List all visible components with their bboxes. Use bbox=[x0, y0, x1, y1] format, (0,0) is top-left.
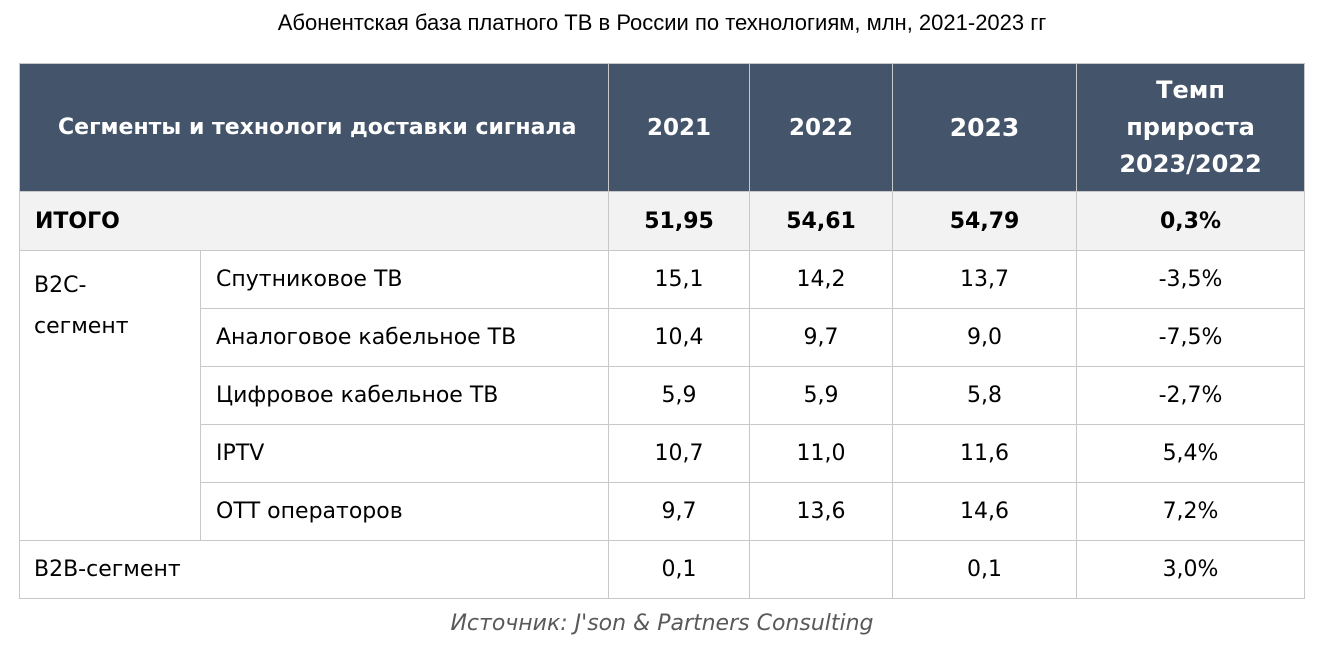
table-row: ОТТ операторов 9,7 13,6 14,6 7,2% bbox=[20, 482, 1306, 541]
b2c-group-line2: сегмент bbox=[34, 314, 129, 339]
total-2021: 51,95 bbox=[608, 191, 751, 251]
value-2023: 11,6 bbox=[892, 424, 1078, 483]
value-2022: 14,2 bbox=[749, 250, 894, 309]
growth-value: -7,5% bbox=[1076, 308, 1306, 367]
value-2021: 10,7 bbox=[608, 424, 751, 483]
header-growth-line3: 2023/2022 bbox=[1119, 150, 1262, 178]
b2b-label: B2B-сегмент bbox=[18, 540, 610, 599]
table-row: B2C- сегмент Спутниковое ТВ 15,1 14,2 13… bbox=[19, 250, 1306, 541]
tech-label: ОТТ операторов bbox=[199, 482, 610, 541]
total-growth: 0,3% bbox=[1076, 191, 1306, 251]
header-segment: Сегменты и технологи доставки сигнала bbox=[18, 63, 610, 192]
value-2021: 15,1 bbox=[608, 250, 751, 309]
tech-label: Спутниковое ТВ bbox=[199, 250, 610, 309]
value-2023: 9,0 bbox=[892, 308, 1078, 367]
value-2023: 13,7 bbox=[892, 250, 1078, 309]
header-row: Сегменты и технологи доставки сигнала 20… bbox=[18, 63, 1306, 192]
total-label: ИТОГО bbox=[18, 191, 610, 251]
b2b-2021: 0,1 bbox=[608, 540, 751, 599]
value-2023: 14,6 bbox=[892, 482, 1078, 541]
table-title: Абонентская база платного ТВ в России по… bbox=[277, 10, 1047, 35]
header-growth-line2: прироста bbox=[1126, 113, 1255, 141]
value-2022: 9,7 bbox=[749, 308, 894, 367]
value-2022: 11,0 bbox=[749, 424, 894, 483]
total-2022: 54,61 bbox=[749, 191, 894, 251]
header-growth-line1: Темп bbox=[1156, 76, 1225, 104]
total-2023: 54,79 bbox=[892, 191, 1078, 251]
b2b-row: B2B-сегмент 0,1 0,1 3,0% bbox=[18, 540, 1306, 599]
value-2022: 13,6 bbox=[749, 482, 894, 541]
value-2022: 5,9 bbox=[749, 366, 894, 425]
tech-label: Аналоговое кабельное ТВ bbox=[199, 308, 610, 367]
growth-value: 5,4% bbox=[1076, 424, 1306, 483]
b2c-group-label: B2C- сегмент bbox=[19, 250, 201, 541]
tech-label: IPTV bbox=[199, 424, 610, 483]
header-year-2022: 2022 bbox=[749, 63, 894, 192]
value-2021: 9,7 bbox=[608, 482, 751, 541]
table-row: Аналоговое кабельное ТВ 10,4 9,7 9,0 -7,… bbox=[20, 308, 1306, 367]
source-note: Источник: J'son & Partners Consulting bbox=[450, 611, 874, 636]
growth-value: -3,5% bbox=[1076, 250, 1306, 309]
subscriber-table: Сегменты и технологи доставки сигнала 20… bbox=[18, 63, 1306, 599]
value-2023: 5,8 bbox=[892, 366, 1078, 425]
b2c-group-line1: B2C- bbox=[34, 273, 87, 298]
growth-value: -2,7% bbox=[1076, 366, 1306, 425]
value-2021: 5,9 bbox=[608, 366, 751, 425]
b2b-2022 bbox=[749, 540, 894, 599]
header-year-2021: 2021 bbox=[608, 63, 751, 192]
total-row: ИТОГО 51,95 54,61 54,79 0,3% bbox=[18, 191, 1306, 251]
growth-value: 7,2% bbox=[1076, 482, 1306, 541]
value-2021: 10,4 bbox=[608, 308, 751, 367]
b2b-growth: 3,0% bbox=[1076, 540, 1306, 599]
header-year-2023: 2023 bbox=[892, 63, 1078, 192]
table-row: Цифровое кабельное ТВ 5,9 5,9 5,8 -2,7% bbox=[20, 366, 1306, 425]
header-growth: Темп прироста 2023/2022 bbox=[1076, 63, 1306, 192]
table-row: IPTV 10,7 11,0 11,6 5,4% bbox=[20, 424, 1306, 483]
b2b-2023: 0,1 bbox=[892, 540, 1078, 599]
tech-label: Цифровое кабельное ТВ bbox=[199, 366, 610, 425]
